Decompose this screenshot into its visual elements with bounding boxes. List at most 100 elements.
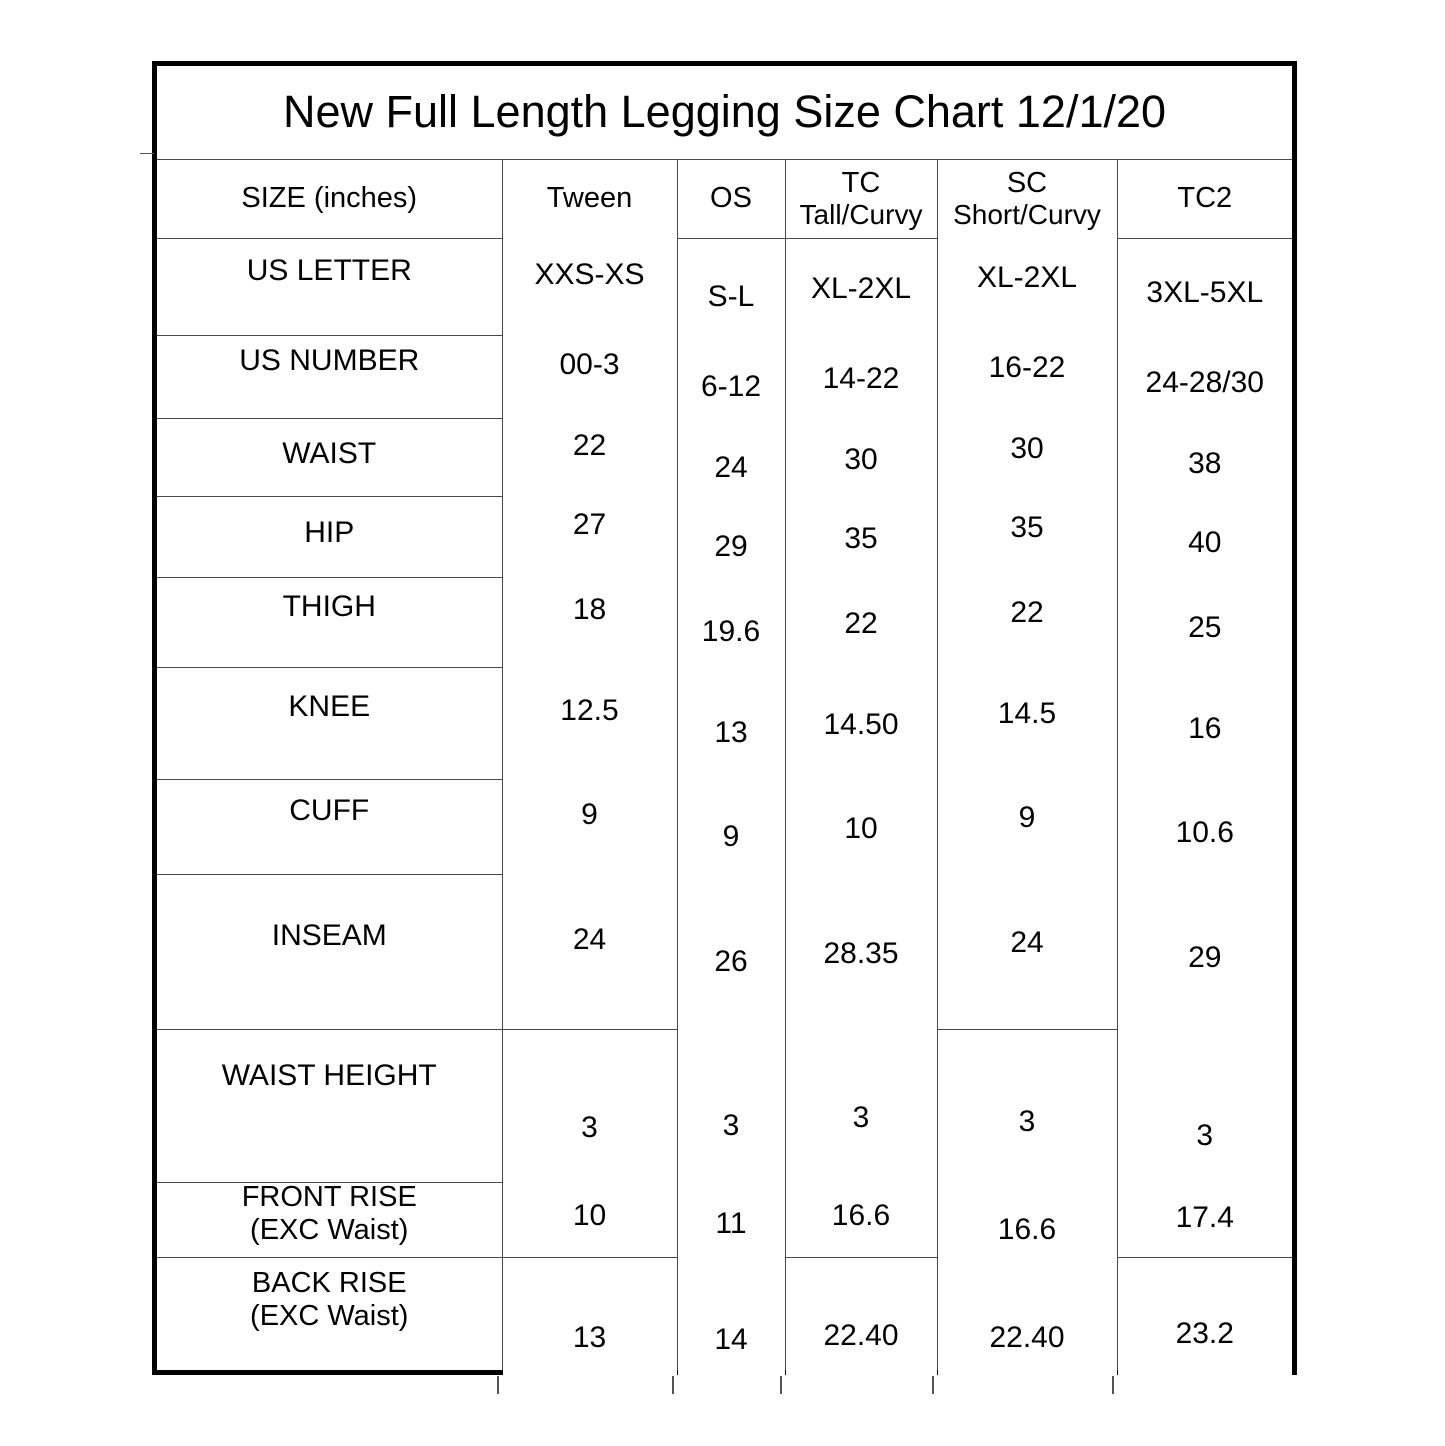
column-header-row: SIZE (inches) Tween OS TC Tall/Curvy SC … [157, 158, 1293, 240]
cell-thigh-tc2: 25 [1116, 583, 1293, 674]
cell-knee-tc: 14.50 [784, 668, 938, 782]
column-header-tc2: TC2 [1116, 158, 1293, 240]
cell-knee-sc: 14.5 [936, 657, 1118, 771]
row-label-cuff: CUFF [157, 778, 503, 876]
cell-cuff-sc: 9 [936, 769, 1118, 867]
row-label-text: US LETTER [246, 254, 412, 288]
cell-inseam-os: 26 [676, 884, 786, 1040]
column-header-tween-label: Tween [546, 182, 633, 215]
table-row: HIP 27 29 35 35 40 [157, 484, 1293, 589]
row-label-text: HIP [304, 516, 355, 550]
cell-inseam-sc: 24 [936, 865, 1118, 1021]
cell-knee-tween: 12.5 [501, 654, 678, 768]
row-label-waist: WAIST [157, 417, 503, 498]
cell-cuff-tween: 9 [501, 766, 678, 864]
cell-us-number-tc: 14-22 [784, 337, 938, 421]
cell-front-rise-os: 11 [676, 1185, 786, 1262]
cell-back-rise-tc2: 23.2 [1116, 1276, 1293, 1390]
column-header-size: SIZE (inches) [157, 158, 503, 240]
table-row: US LETTER XXS-XS S-L XL-2XL XL-2XL 3XL-5… [157, 226, 1293, 347]
column-header-sc-sublabel: Short/Curvy [953, 198, 1101, 230]
row-label-hip: HIP [157, 496, 503, 579]
column-header-tc2-label: TC2 [1177, 182, 1233, 215]
cell-us-letter-os: S-L [676, 248, 786, 347]
cell-cuff-tc: 10 [784, 780, 938, 878]
table-row: INSEAM 24 26 28.35 24 29 [157, 862, 1293, 1040]
cell-us-number-tween: 00-3 [501, 323, 678, 407]
cell-back-rise-sc: 22.40 [936, 1280, 1118, 1394]
table-row: BACK RISE (EXC Waist) 13 14 22.40 22.40 … [157, 1256, 1293, 1396]
cell-knee-tc2: 16 [1116, 672, 1293, 786]
row-label-text: THIGH [282, 589, 376, 623]
cell-cuff-tc2: 10.6 [1116, 784, 1293, 882]
row-label-subtext: (EXC Waist) [250, 1213, 409, 1246]
scan-artifact-line-bottom-4 [932, 1376, 934, 1394]
row-label-knee: KNEE [157, 666, 503, 780]
row-label-text: FRONT RISE [241, 1181, 417, 1214]
column-header-sc-label: SC [1006, 167, 1048, 200]
cell-cuff-os: 9 [676, 788, 786, 886]
column-header-tween: Tween [501, 158, 678, 240]
size-chart-table: New Full Length Legging Size Chart 12/1/… [157, 66, 1293, 1396]
page-title: New Full Length Legging Size Chart 12/1/… [282, 86, 1167, 138]
cell-waist-height-sc: 3 [936, 1044, 1118, 1199]
row-label-thigh: THIGH [157, 577, 503, 668]
row-label-text: BACK RISE [251, 1267, 407, 1300]
cell-waist-height-os: 3 [676, 1048, 786, 1203]
cell-front-rise-tween: 10 [501, 1177, 678, 1254]
cell-us-letter-tc2: 3XL-5XL [1116, 244, 1293, 343]
cell-hip-tc: 35 [784, 498, 938, 581]
scan-artifact-line-bottom-5 [1112, 1376, 1114, 1394]
cell-waist-height-tc: 3 [784, 1040, 938, 1195]
cell-us-letter-sc: XL-2XL [936, 229, 1118, 328]
cell-back-rise-os: 14 [676, 1282, 786, 1396]
cell-hip-os: 29 [676, 506, 786, 589]
table-row: KNEE 12.5 13 14.50 14.5 16 [157, 654, 1293, 790]
column-header-size-label: SIZE (inches) [241, 182, 418, 215]
row-label-text: KNEE [288, 690, 371, 724]
cell-front-rise-tc: 16.6 [784, 1177, 938, 1254]
cell-inseam-tc2: 29 [1116, 880, 1293, 1036]
cell-hip-tween: 27 [501, 484, 678, 567]
column-header-os-label: OS [710, 182, 752, 215]
chart-title-row: New Full Length Legging Size Chart 12/1/… [157, 66, 1293, 160]
table-row: US NUMBER 00-3 6-12 14-22 16-22 24-28/30 [157, 323, 1293, 429]
cell-thigh-os: 19.6 [676, 587, 786, 678]
size-chart-frame: New Full Length Legging Size Chart 12/1/… [152, 61, 1297, 1396]
cell-inseam-tc: 28.35 [784, 876, 938, 1032]
column-header-os: OS [676, 158, 786, 240]
row-label-us-letter: US LETTER [157, 238, 503, 337]
row-label-text: WAIST [282, 436, 377, 470]
cell-us-number-tc2: 24-28/30 [1116, 341, 1293, 425]
scan-artifact-line-bottom-1 [497, 1376, 499, 1394]
cell-thigh-tween: 18 [501, 565, 678, 656]
cell-waist-tween: 22 [501, 405, 678, 486]
column-header-tc-sublabel: Tall/Curvy [799, 198, 923, 230]
scan-artifact-line-top-left [140, 153, 154, 154]
table-row: WAIST HEIGHT 3 3 3 3 3 [157, 1028, 1293, 1213]
chart-title-cell: New Full Length Legging Size Chart 12/1/… [157, 66, 1293, 160]
cell-waist-tc2: 38 [1116, 423, 1293, 504]
row-label-us-number: US NUMBER [157, 335, 503, 419]
row-label-text: US NUMBER [239, 344, 420, 378]
cell-hip-tc2: 40 [1116, 502, 1293, 585]
cell-inseam-tween: 24 [501, 862, 678, 1018]
cell-hip-sc: 35 [936, 487, 1118, 570]
cell-us-number-os: 6-12 [676, 345, 786, 429]
scan-artifact-line-bottom-2 [672, 1376, 674, 1394]
scan-artifact-line-bottom-3 [780, 1376, 782, 1394]
cell-waist-sc: 30 [936, 408, 1118, 489]
column-header-sc: SC Short/Curvy [936, 158, 1118, 240]
cell-thigh-tc: 22 [784, 579, 938, 670]
table-row: THIGH 18 19.6 22 22 25 [157, 565, 1293, 678]
cell-back-rise-tween: 13 [501, 1280, 678, 1394]
cell-waist-tc: 30 [784, 419, 938, 500]
cell-us-letter-tc: XL-2XL [784, 240, 938, 339]
table-row: WAIST 22 24 30 30 38 [157, 405, 1293, 508]
row-label-front-rise: FRONT RISE (EXC Waist) [157, 1181, 503, 1258]
row-label-inseam: INSEAM [157, 874, 503, 1030]
table-row: FRONT RISE (EXC Waist) 10 11 16.6 16.6 1… [157, 1177, 1293, 1268]
cell-us-number-sc: 16-22 [936, 326, 1118, 410]
table-row: CUFF 9 9 10 9 10.6 [157, 766, 1293, 886]
cell-front-rise-tc2: 17.4 [1116, 1179, 1293, 1256]
